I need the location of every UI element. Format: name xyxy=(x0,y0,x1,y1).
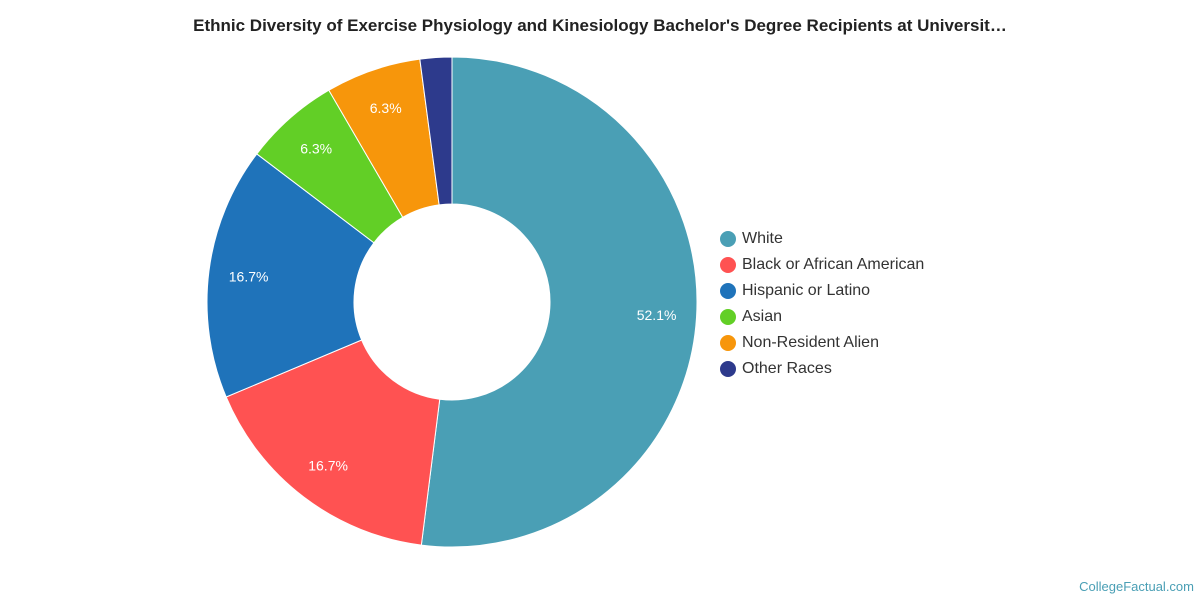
slice-data-label: 16.7% xyxy=(308,457,348,473)
legend: White Black or African American Hispanic o… xyxy=(720,226,924,382)
legend-item[interactable]: White xyxy=(720,226,924,252)
legend-dot-icon xyxy=(720,335,736,351)
legend-label: Non-Resident Alien xyxy=(742,334,879,351)
slice-black-or-african-american[interactable] xyxy=(225,339,441,546)
legend-dot-icon xyxy=(720,309,736,325)
slice-other-races[interactable] xyxy=(419,56,453,206)
legend-item[interactable]: Black or African American xyxy=(720,252,924,278)
legend-item[interactable]: Non-Resident Alien xyxy=(720,330,924,356)
slice-hispanic-or-latino[interactable] xyxy=(206,153,375,398)
legend-dot-icon xyxy=(720,361,736,377)
legend-item[interactable]: Other Races xyxy=(720,356,924,382)
chart-title: Ethnic Diversity of Exercise Physiology … xyxy=(193,16,1007,35)
legend-label: Asian xyxy=(742,308,783,325)
legend-label: Other Races xyxy=(742,360,832,377)
slice-data-label: 6.3% xyxy=(300,140,332,156)
legend-label: Black or African American xyxy=(742,256,925,273)
slice-data-label: 6.3% xyxy=(370,100,402,116)
legend-dot-icon xyxy=(720,283,736,299)
credit-link[interactable]: CollegeFactual.com xyxy=(1079,579,1194,594)
legend-item[interactable]: Hispanic or Latino xyxy=(720,278,924,304)
slice-white[interactable] xyxy=(420,56,698,548)
legend-label: White xyxy=(742,230,783,247)
legend-dot-icon xyxy=(720,231,736,247)
slice-data-label: 52.1% xyxy=(637,307,677,323)
legend-label: Hispanic or Latino xyxy=(742,282,871,299)
legend-dot-icon xyxy=(720,257,736,273)
slice-data-label: 16.7% xyxy=(229,268,269,284)
legend-item[interactable]: Asian xyxy=(720,304,924,330)
